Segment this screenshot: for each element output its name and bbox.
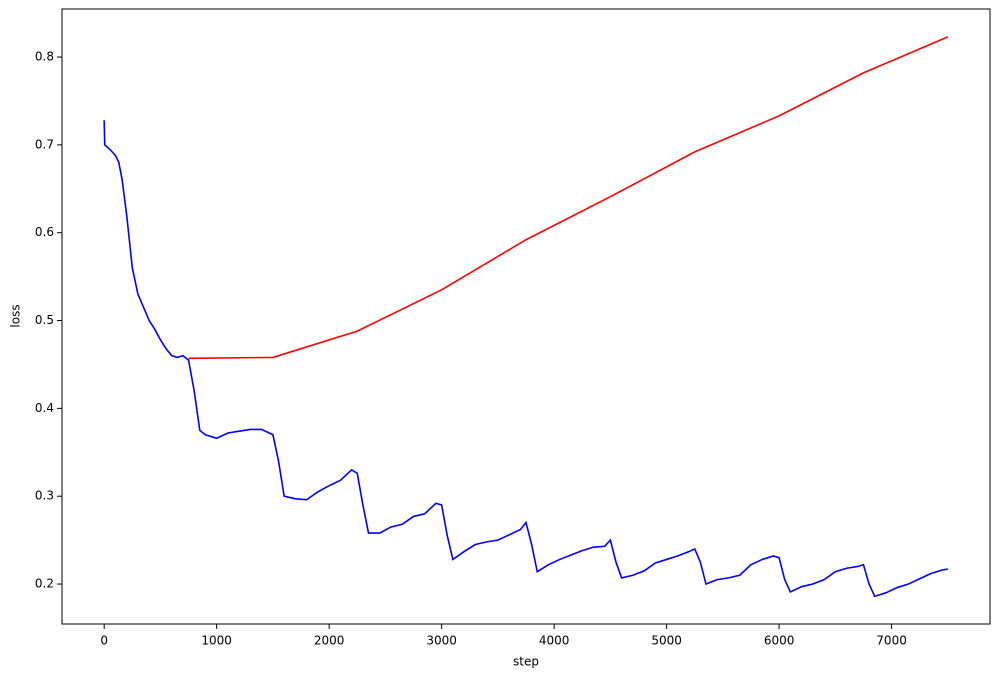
y-tick-label: 0.2 (35, 577, 54, 591)
x-tick-label: 5000 (651, 634, 682, 648)
x-tick-label: 3000 (426, 634, 457, 648)
x-tick-label: 4000 (539, 634, 570, 648)
y-axis-label: loss (9, 304, 23, 327)
x-tick-label: 1000 (201, 634, 232, 648)
line-series (103, 120, 948, 598)
y-tick-label: 0.3 (35, 489, 54, 503)
y-tick-label: 0.7 (35, 137, 54, 151)
y-tick-label: 0.8 (35, 50, 54, 64)
y-tick-label: 0.4 (35, 401, 54, 415)
line-series (188, 36, 949, 360)
y-tick-label: 0.6 (35, 225, 54, 239)
x-tick-label: 2000 (314, 634, 345, 648)
y-tick-label: 0.5 (35, 313, 54, 327)
x-tick-label: 7000 (876, 634, 907, 648)
x-tick-label: 0 (100, 634, 108, 648)
plot-frame (61, 8, 991, 625)
x-tick-label: 6000 (764, 634, 795, 648)
x-axis-label: step (513, 655, 539, 669)
